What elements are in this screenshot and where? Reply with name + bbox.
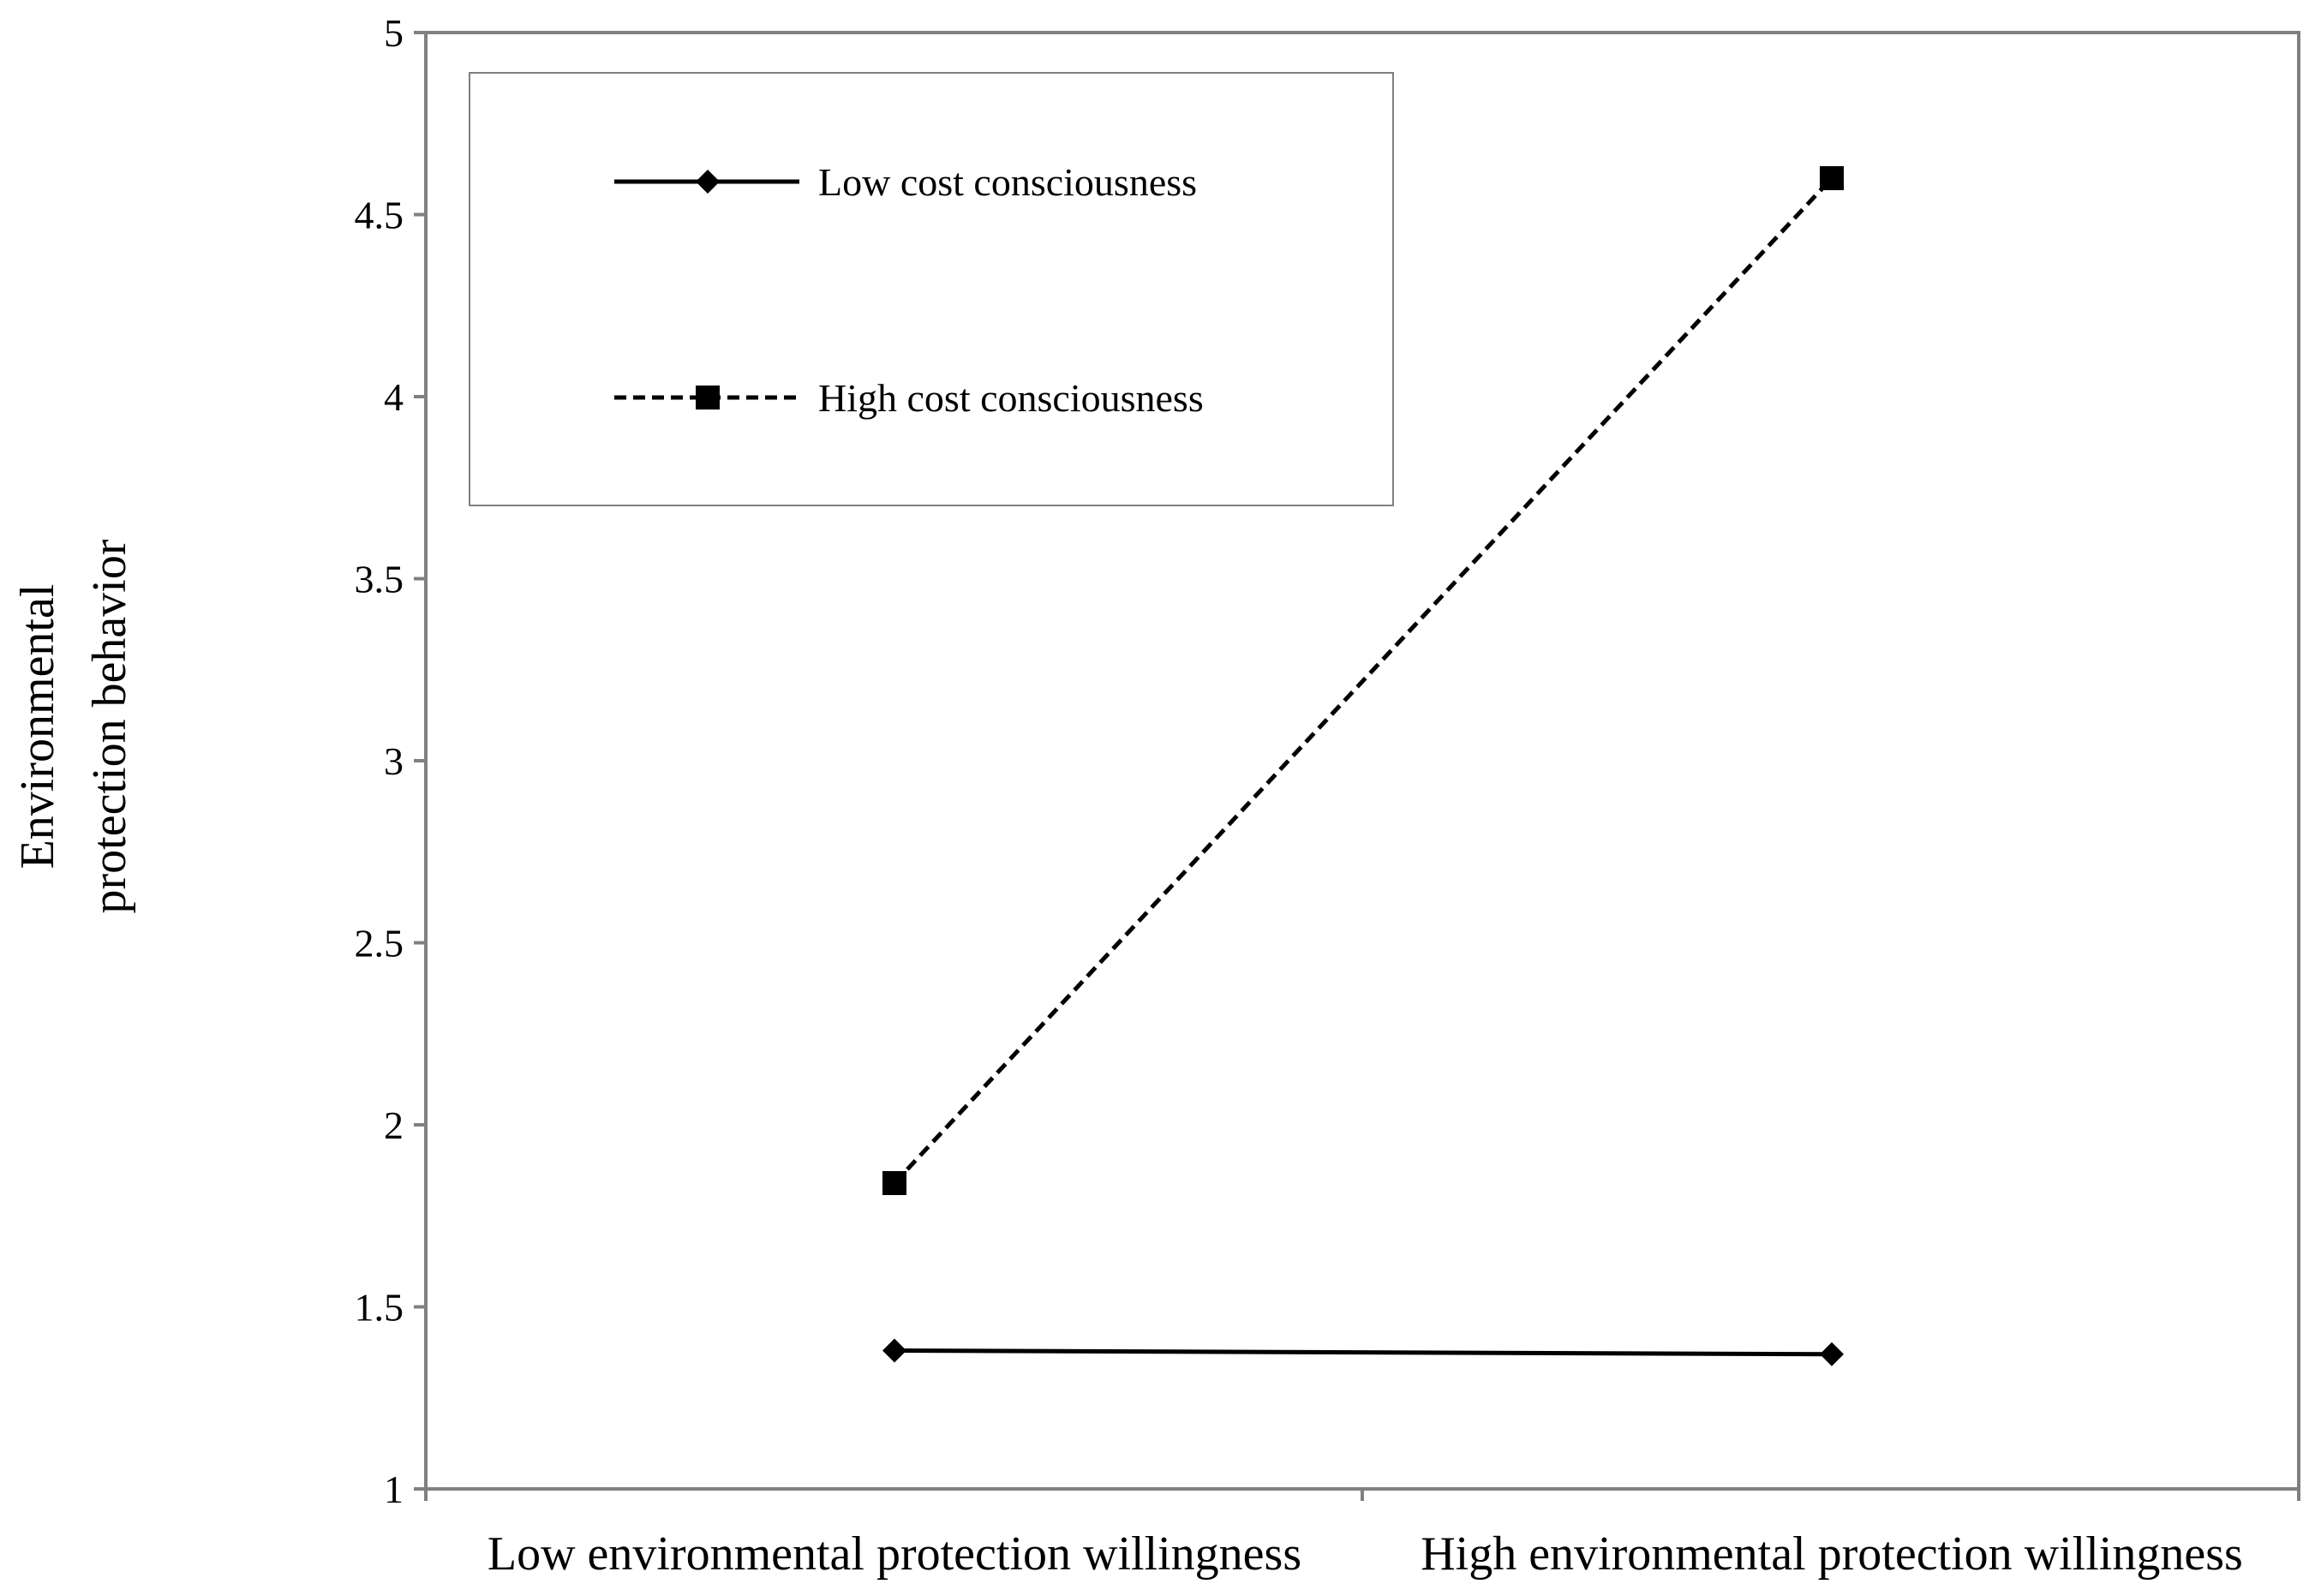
legend-marker-diamond xyxy=(696,170,720,194)
series-0-point-0 xyxy=(882,1338,906,1363)
y-tick-label-8: 5 xyxy=(384,11,404,55)
y-tick-label-2: 2 xyxy=(384,1103,404,1147)
series-1-point-1 xyxy=(1820,166,1844,190)
y-tick-label-3: 2.5 xyxy=(355,922,404,965)
x-axis-ticks xyxy=(424,1489,2300,1501)
y-axis-title-line1: Environmental xyxy=(11,584,64,870)
legend-label-high-cost: High cost consciousness xyxy=(818,376,1204,420)
y-tick-label-1: 1.5 xyxy=(355,1286,404,1330)
y-tick-label-6: 4 xyxy=(384,375,404,419)
x-category-label-high: High environmental protection willingnes… xyxy=(1421,1527,2243,1581)
legend-label-low-cost: Low cost consciousness xyxy=(818,160,1197,204)
series-line-1 xyxy=(893,176,1833,1185)
y-axis-title: Environmental protection behavior xyxy=(11,539,136,913)
y-axis-ticks: 1 1.5 2 2.5 3 3.5 4 4.5 5 xyxy=(355,11,426,1511)
y-tick-label-4: 3 xyxy=(384,739,404,783)
legend-box xyxy=(469,72,1394,506)
series-0-point-1 xyxy=(1820,1342,1844,1366)
y-tick-label-0: 1 xyxy=(384,1467,404,1511)
x-category-label-low: Low environmental protection willingness xyxy=(488,1527,1301,1581)
series-1-point-0 xyxy=(882,1171,906,1195)
y-axis-title-line2: protection behavior xyxy=(83,539,136,913)
y-tick-label-5: 3.5 xyxy=(355,558,404,601)
legend-marker-square xyxy=(696,386,720,409)
legend: Low cost consciousness High cost conscio… xyxy=(469,72,1394,506)
series-line-0 xyxy=(894,1348,1833,1357)
series-layer xyxy=(882,166,1844,1366)
y-tick-label-7: 4.5 xyxy=(355,194,404,237)
